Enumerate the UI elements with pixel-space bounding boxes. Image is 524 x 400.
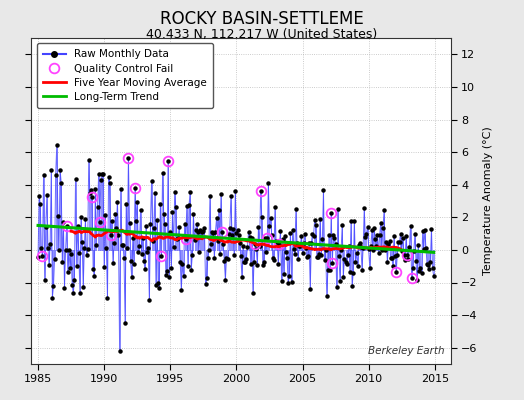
Legend: Raw Monthly Data, Quality Control Fail, Five Year Moving Average, Long-Term Tren: Raw Monthly Data, Quality Control Fail, … bbox=[37, 43, 213, 108]
Y-axis label: Temperature Anomaly (°C): Temperature Anomaly (°C) bbox=[483, 127, 493, 275]
Text: Berkeley Earth: Berkeley Earth bbox=[368, 346, 444, 356]
Text: 40.433 N, 112.217 W (United States): 40.433 N, 112.217 W (United States) bbox=[146, 28, 378, 41]
Text: ROCKY BASIN-SETTLEME: ROCKY BASIN-SETTLEME bbox=[160, 10, 364, 28]
